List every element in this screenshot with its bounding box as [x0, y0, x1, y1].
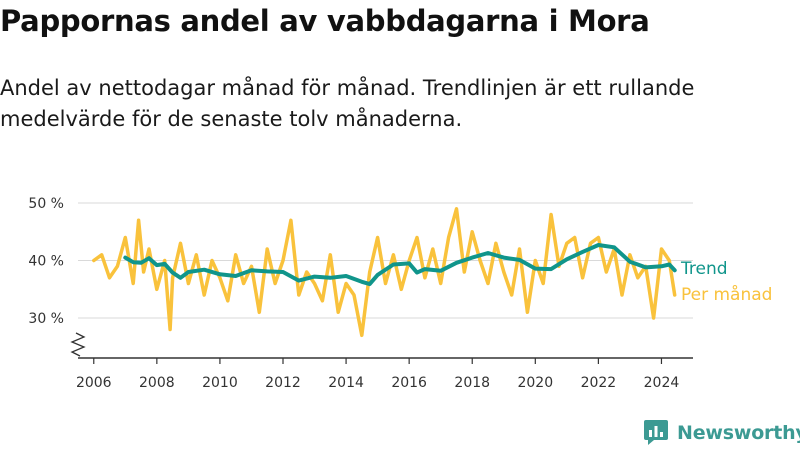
x-tick-label: 2020 — [517, 375, 553, 391]
chart-title: Pappornas andel av vabbdagarna i Mora — [0, 4, 650, 38]
x-tick-label: 2018 — [454, 375, 490, 391]
x-tick-label: 2010 — [202, 375, 238, 391]
gridlines — [78, 202, 693, 319]
legend-label-monthly: Per månad — [681, 284, 772, 305]
x-tick-label: 2016 — [391, 375, 427, 391]
y-axis-labels: 30 % 40 % 50 % — [28, 196, 64, 327]
legend-label-trend: Trend — [680, 259, 728, 279]
y-tick-label: 30 % — [28, 311, 64, 327]
newsworthy-logo[interactable]: Newsworthy — [644, 420, 800, 446]
series-lines — [92, 207, 677, 338]
x-tick-label: 2012 — [265, 375, 301, 391]
series-line-trend — [123, 243, 677, 287]
logo-text: Newsworthy — [677, 422, 800, 444]
x-tick-label: 2006 — [76, 375, 112, 391]
chart-subtitle: Andel av nettodagar månad för månad. Tre… — [0, 76, 695, 131]
bar-chart-logo-icon — [644, 420, 668, 445]
legend: Trend Per månad — [680, 259, 772, 305]
x-tick-label: 2022 — [581, 375, 617, 391]
x-tick-label: 2014 — [328, 375, 364, 391]
y-tick-label: 50 % — [28, 196, 64, 212]
x-axis: 2006 2008 2010 2012 2014 2016 2018 2020 2022 2024 — [70, 332, 693, 391]
series-line-monthly — [92, 207, 677, 338]
axis-break-icon — [70, 332, 86, 357]
y-tick-label: 40 % — [28, 254, 64, 270]
x-tick-label: 2008 — [139, 375, 175, 391]
x-tick-label: 2024 — [644, 375, 680, 391]
